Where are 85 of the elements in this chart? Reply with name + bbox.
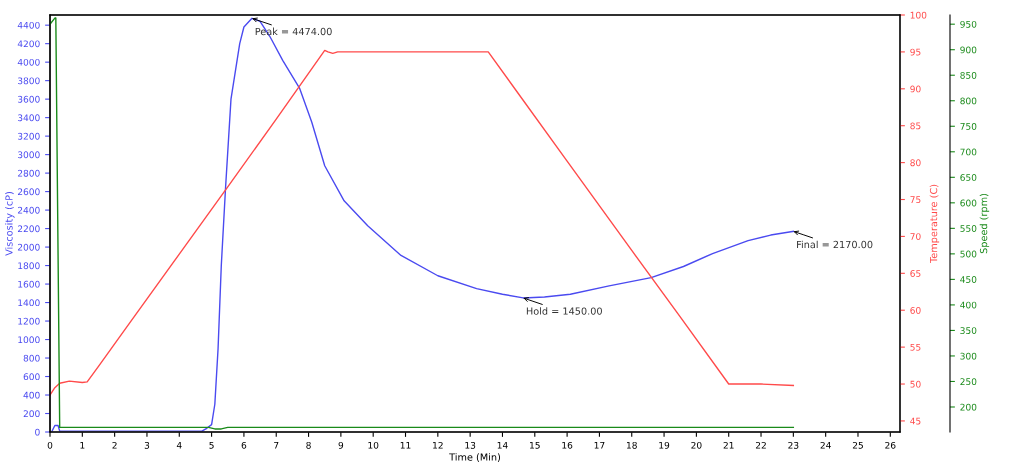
y2-tick-label: 80 [910, 159, 921, 167]
x-tick-label: 24 [820, 441, 831, 449]
y3-tick-label: 700 [960, 148, 977, 156]
line-series [50, 49, 795, 396]
y-tick-label: 200 [23, 410, 40, 418]
y-tick-label: 2200 [17, 225, 40, 233]
x-tick-label: 14 [497, 442, 508, 449]
y2-axis-title: Temperature (C) [929, 184, 940, 264]
x-tick-label: 10 [368, 441, 379, 449]
y-tick-label: 4200 [17, 40, 40, 48]
y-tick-label: 400 [23, 391, 40, 399]
y-tick-label: 1800 [18, 262, 40, 270]
annotation: Hold = 1450.00 [526, 307, 602, 315]
y3-tick-label: 350 [960, 327, 977, 334]
y2-tick-label: 50 [910, 380, 921, 388]
y3-tick-label: 950 [960, 20, 977, 28]
y3-tick-label: 300 [960, 352, 977, 360]
x-tick-label: 8 [306, 441, 311, 449]
y3-tick-label: 800 [960, 97, 977, 105]
y-tick-label: 1200 [18, 317, 40, 325]
y3-tick-label: 250 [960, 378, 977, 386]
annotation: Final = 2170.00 [797, 240, 873, 249]
x-tick-label: 2 [112, 441, 117, 449]
x-tick-label: 7 [274, 442, 279, 449]
y-tick-label: 1400 [18, 299, 40, 307]
x-tick-label: 23 [788, 441, 799, 449]
x-tick-label: 6 [241, 441, 247, 449]
x-tick-label: 19 [659, 441, 670, 449]
y3-tick-label: 450 [960, 276, 977, 283]
y2-tick-label: 85 [910, 122, 921, 130]
y2-tick-label: 90 [910, 85, 921, 93]
y-tick-label: 2800 [17, 169, 40, 177]
y3-tick-label: 200 [960, 403, 977, 411]
x-tick-label: 25 [852, 441, 863, 449]
y2-tick-label: 75 [910, 196, 921, 204]
y-axis-title: Viscosity (cP) [5, 191, 15, 256]
y2-tick-label: 55 [910, 343, 921, 351]
y-tick-label: 2400 [17, 206, 40, 214]
y3-tick-label: 400 [960, 301, 977, 309]
x-tick-label: 4 [176, 442, 182, 449]
x-tick-label: 12 [433, 441, 443, 449]
x-tick-label: 13 [465, 441, 476, 449]
y-tick-label: 3200 [17, 132, 40, 140]
y-tick-label: 1600 [18, 280, 40, 288]
y-tick-label: 4000 [17, 58, 40, 66]
x-tick-label: 21 [723, 441, 734, 449]
y-tick-label: 0 [35, 428, 40, 436]
y2-tick-label: 65 [910, 270, 921, 277]
x-tick-label: 11 [400, 442, 411, 449]
y3-axis-title: Speed (rpm) [979, 193, 990, 254]
y-tick-label: 3600 [17, 95, 40, 103]
y3-tick-label: 550 [960, 225, 977, 232]
y2-tick-label: 95 [910, 48, 921, 56]
x-tick-label: 5 [209, 442, 214, 449]
y2-tick-label: 70 [910, 233, 921, 240]
y3-tick-label: 500 [960, 250, 977, 258]
y-tick-label: 600 [23, 373, 40, 381]
x-tick-label: 17 [594, 442, 605, 449]
y3-tick-label: 900 [960, 46, 977, 54]
y-tick-label: 3000 [17, 151, 40, 159]
y-tick-label: 4400 [17, 21, 40, 29]
x-tick-label: 0 [47, 441, 53, 449]
x-tick-label: 18 [627, 441, 637, 449]
y3-tick-label: 750 [960, 123, 977, 130]
x-tick-label: 16 [562, 441, 573, 449]
y-tick-label: 3400 [17, 114, 40, 122]
y3-tick-label: 650 [960, 174, 977, 181]
x-tick-label: 9 [338, 441, 344, 449]
y2-tick-label: 60 [910, 306, 921, 314]
y-tick-label: 2600 [17, 188, 40, 196]
x-tick-label: 22 [755, 441, 766, 449]
y2-tick-label: 100 [910, 11, 927, 19]
y-tick-label: 2000 [17, 243, 40, 251]
y-tick-label: 1000 [18, 336, 40, 344]
x-tick-label: 15 [530, 442, 540, 449]
y3-tick-label: 600 [960, 199, 977, 207]
x-axis-title: Time (Min) [449, 453, 501, 462]
x-tick-label: 1 [80, 442, 85, 449]
y-tick-label: 3800 [17, 77, 40, 85]
x-tick-label: 3 [144, 441, 150, 449]
y3-tick-label: 850 [960, 71, 977, 79]
y-tick-label: 800 [23, 354, 40, 362]
y2-tick-label: 45 [910, 417, 921, 425]
x-tick-label: 20 [691, 441, 702, 449]
x-tick-label: 26 [885, 441, 896, 449]
